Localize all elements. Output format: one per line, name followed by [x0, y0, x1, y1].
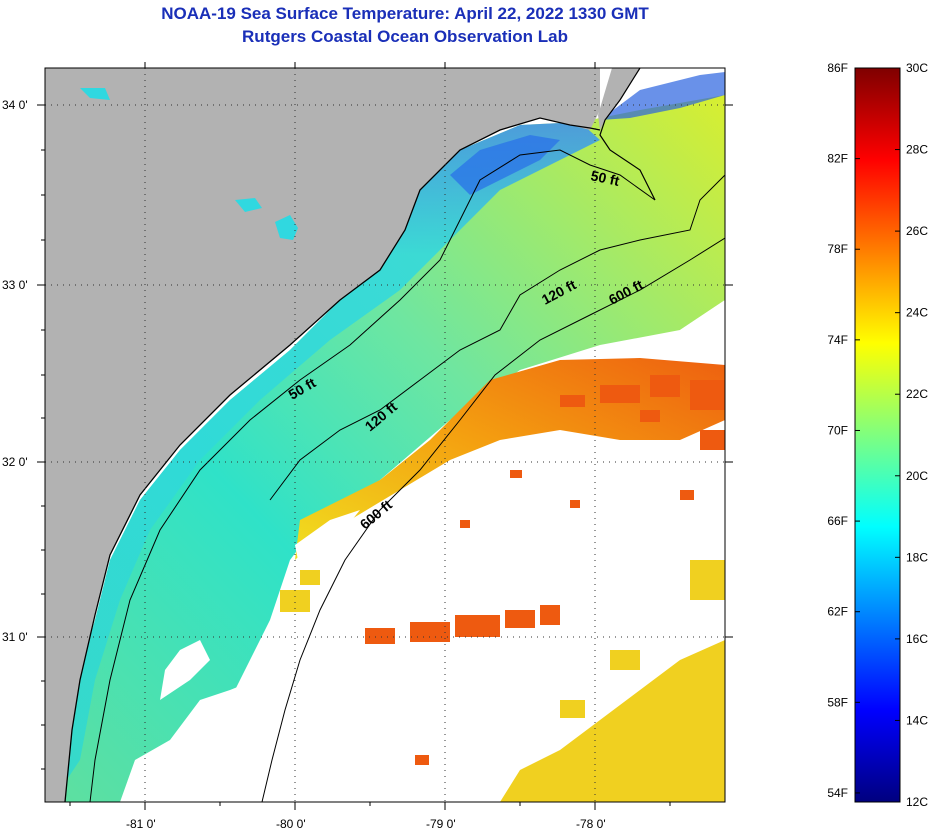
land	[45, 68, 600, 802]
lat-label-32: 32 0'	[2, 455, 28, 469]
colorbar-f-label: 62F	[827, 605, 848, 619]
chart-subtitle: Rutgers Coastal Ocean Observation Lab	[242, 27, 568, 46]
inland-lake-3	[80, 88, 110, 100]
colorbar-c-label: 26C	[906, 224, 928, 238]
colorbar-f-label: 70F	[827, 423, 848, 437]
graticule	[45, 68, 725, 802]
coastline-outer-banks	[599, 68, 656, 201]
lat-label-31: 31 0'	[2, 630, 28, 644]
inland-lake-2	[235, 198, 262, 212]
lon-label-78: -78 0'	[576, 817, 606, 831]
inland-lake	[275, 215, 298, 240]
colorbar-f-label: 74F	[827, 333, 848, 347]
gulf-stream-band	[295, 358, 725, 560]
colorbar-c-label: 14C	[906, 713, 928, 727]
yellow-patches	[280, 560, 725, 802]
colorbar-f-label: 58F	[827, 695, 848, 709]
coastline	[64, 117, 601, 802]
colorbar-f-label: 54F	[827, 786, 848, 800]
contour-120ft	[269, 174, 725, 501]
lat-label-33: 33 0'	[2, 278, 28, 292]
contour-50ft	[89, 149, 656, 802]
warm-speckles	[365, 375, 725, 765]
contour-label-50ft-north: 50 ft	[589, 167, 621, 189]
lon-label-81: -81 0'	[126, 817, 156, 831]
colorbar-c-label: 22C	[906, 387, 928, 401]
lon-label-79: -79 0'	[426, 817, 456, 831]
lat-label-34: 34 0'	[2, 98, 28, 112]
axis-ticks	[37, 62, 733, 810]
colorbar-c-label: 24C	[906, 306, 928, 320]
colorbar-c-label: 18C	[906, 550, 928, 564]
cold-patch-north	[600, 72, 725, 120]
colorbar-ticks	[855, 67, 900, 803]
sst-field	[60, 95, 725, 802]
cold-patch	[450, 135, 560, 195]
colorbar-c-label: 30C	[906, 61, 928, 75]
chart-title: NOAA-19 Sea Surface Temperature: April 2…	[161, 4, 649, 23]
contour-600ft	[261, 237, 725, 802]
colorbar-c-label: 16C	[906, 632, 928, 646]
colorbar-f-label: 82F	[827, 152, 848, 166]
colorbar-f-label: 86F	[827, 61, 848, 75]
colorbar-f-label: 78F	[827, 242, 848, 256]
map-frame	[44, 67, 726, 803]
cloud-blobs	[120, 300, 725, 802]
colorbar-gradient	[854, 67, 901, 803]
colorbar-c-label: 28C	[906, 143, 928, 157]
lon-label-80: -80 0'	[276, 817, 306, 831]
colorbar-c-label: 12C	[906, 795, 928, 809]
colorbar-f-label: 66F	[827, 514, 848, 528]
colorbar-c-label: 20C	[906, 469, 928, 483]
